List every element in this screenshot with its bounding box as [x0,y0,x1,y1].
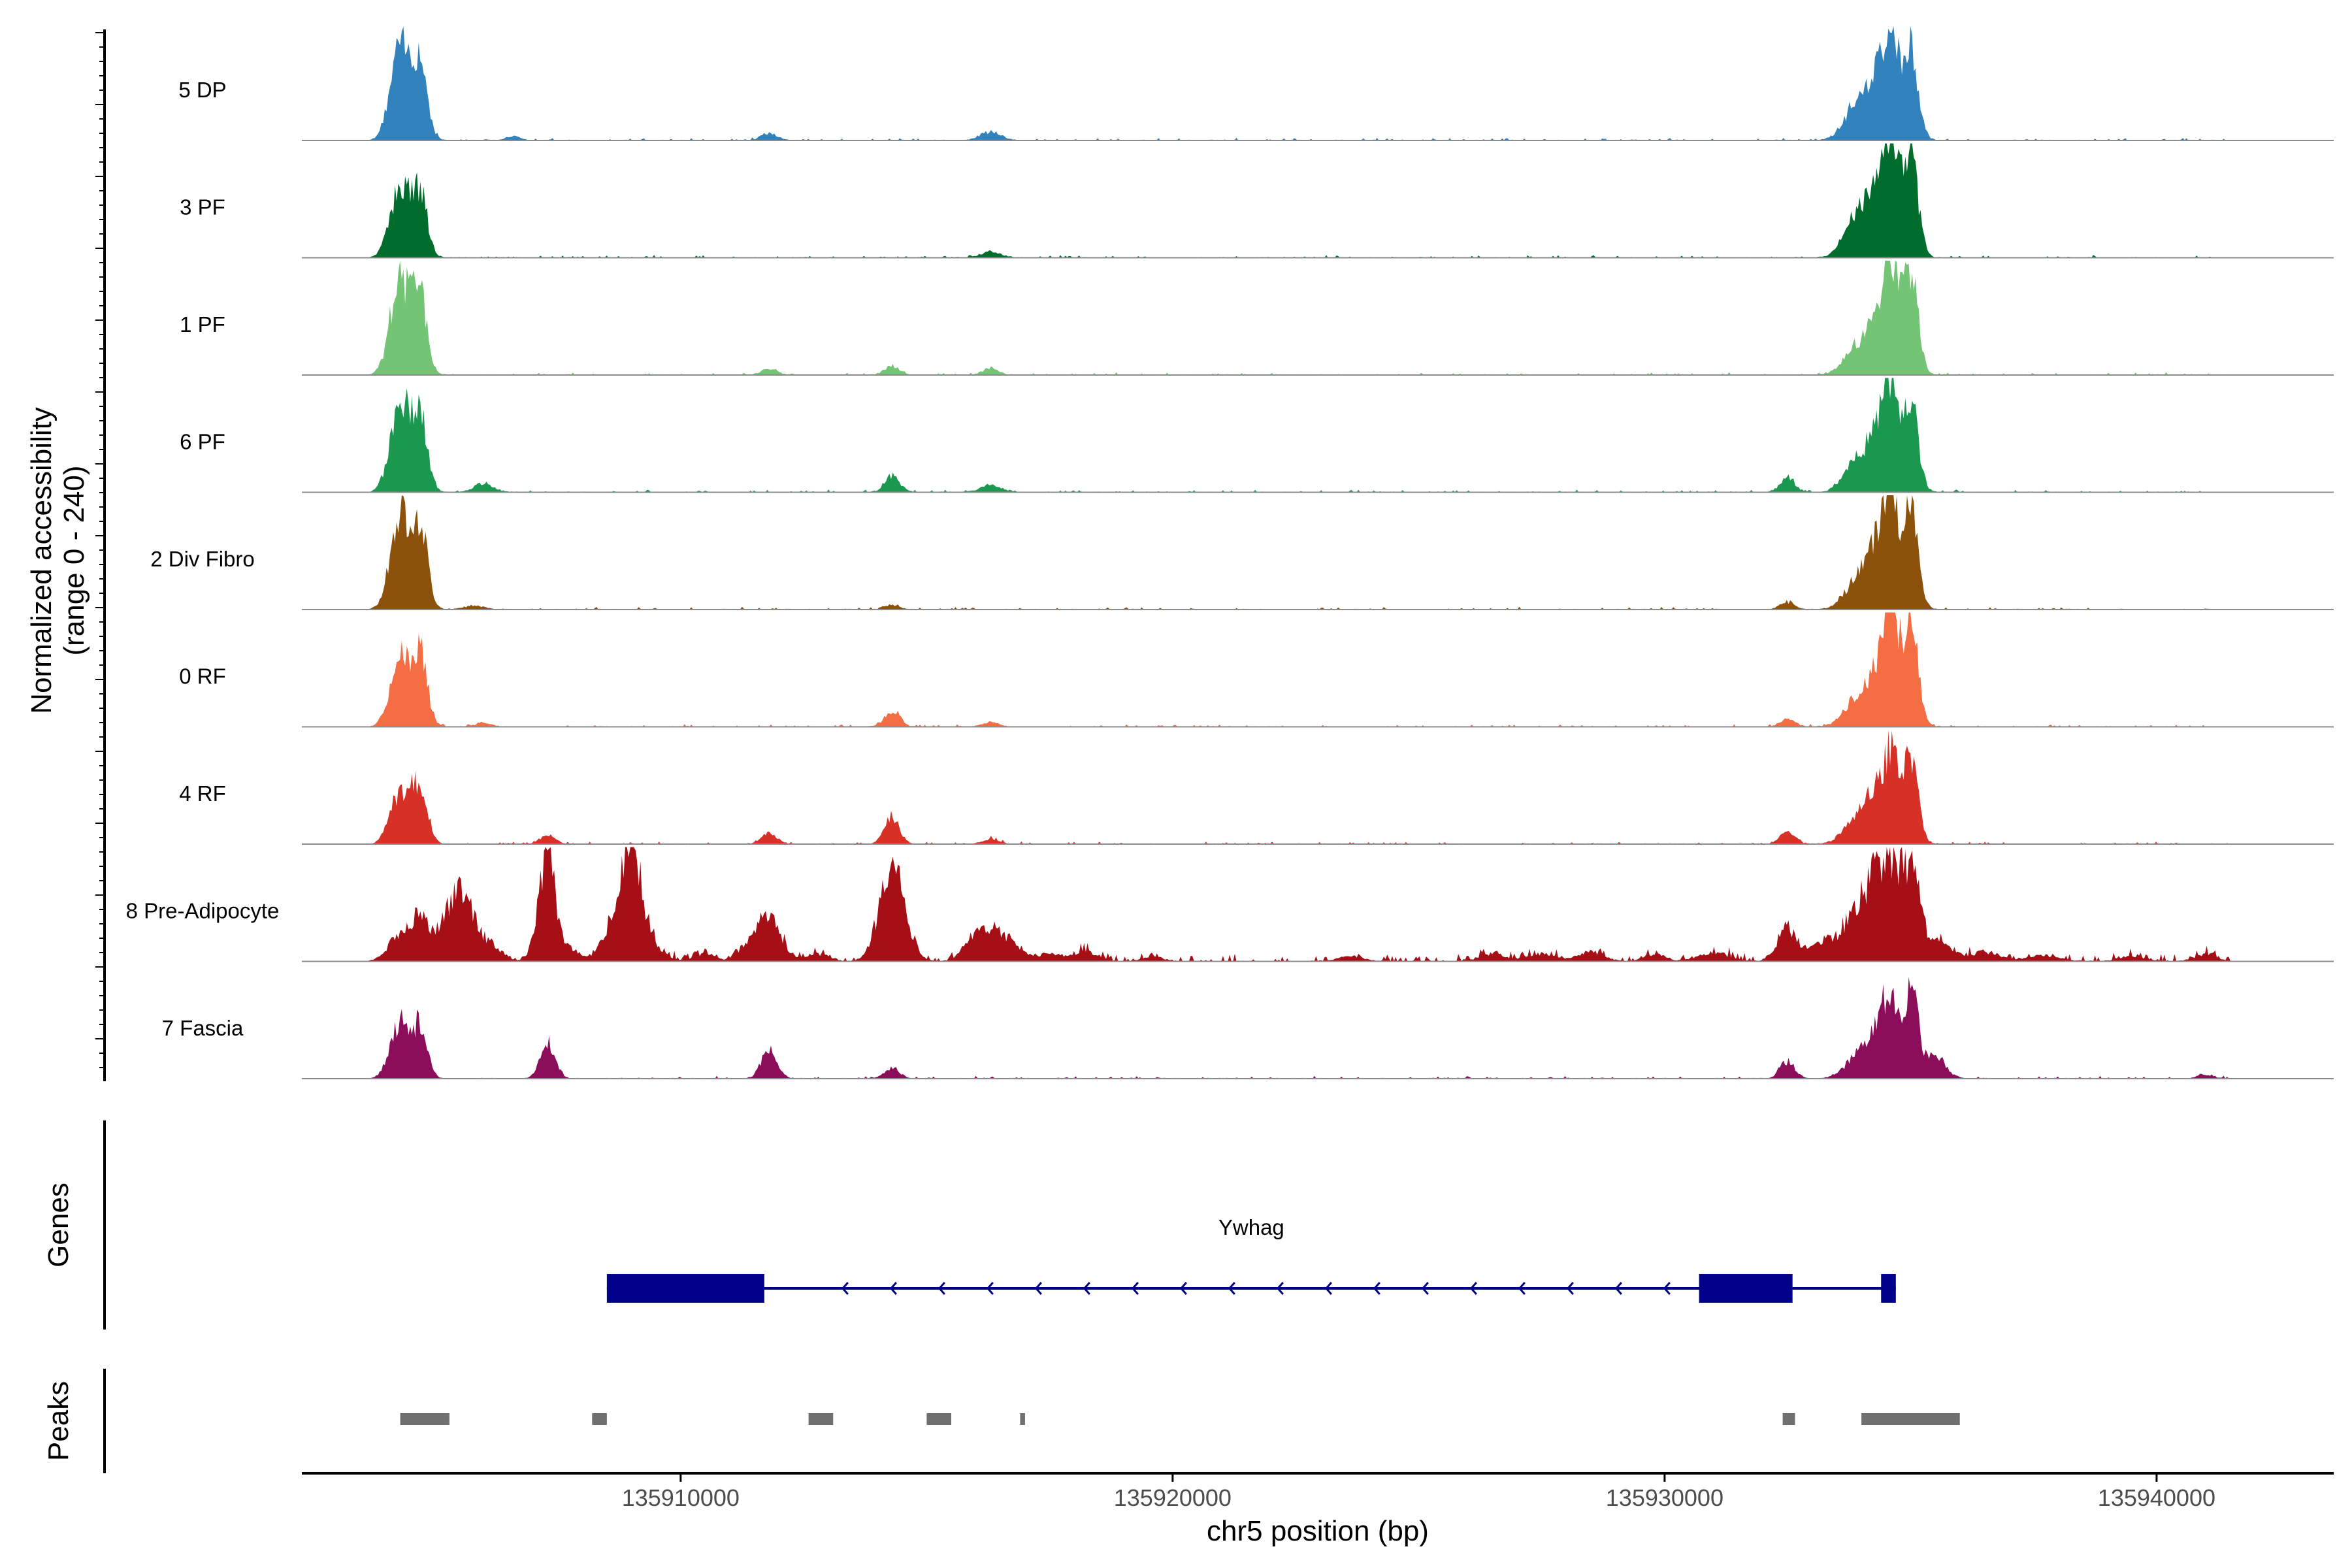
peaks-panel-label: Peaks [42,1381,74,1461]
strand-arrow [1179,1282,1187,1295]
strand-arrow [938,1282,945,1295]
track-4 [302,378,2334,493]
coverage-area [302,612,2334,727]
track-7 [302,730,2334,845]
x-axis-ticks: 135910000 135920000 135930000 135940000 [622,1473,2215,1511]
track-label: 6 PF [180,430,225,454]
coverage-area [302,730,2334,844]
strand-arrow [1518,1282,1526,1295]
coverage-area [302,143,2334,258]
x-tick-label: 135930000 [1606,1484,1723,1511]
gene-exon [606,1274,764,1303]
strand-arrow [1469,1282,1477,1295]
coverage-area [302,847,2334,962]
track-label: 1 PF [180,312,225,336]
strand-arrow [1614,1282,1622,1295]
strand-arrow [986,1282,994,1295]
coverage-y-ticks [95,32,105,1068]
genes-panel-label: Genes [42,1183,74,1267]
gene-exon [1699,1274,1793,1303]
track-label: 5 DP [178,78,226,102]
strand-arrow [1663,1282,1671,1295]
strand-arrow [1324,1282,1332,1295]
gene-name-label: Ywhag [1218,1215,1284,1239]
strand-arrow [1083,1282,1090,1295]
track-label: 8 Pre-Adipocyte [126,899,280,923]
track-6 [302,612,2334,728]
peak-regions [400,1413,1960,1425]
strand-arrow [889,1282,897,1295]
peak-region [592,1413,607,1425]
peak-region [926,1413,951,1425]
track-2 [302,143,2334,259]
x-axis-title: chr5 position (bp) [1207,1515,1429,1547]
strand-arrow [1566,1282,1574,1295]
track-8 [302,847,2334,962]
x-tick-label: 135910000 [622,1484,740,1511]
peak-region [1020,1413,1025,1425]
gene-exon [1881,1274,1896,1303]
peak-region [1782,1413,1795,1425]
track-label: 7 Fascia [162,1016,244,1040]
x-tick-label: 135940000 [2098,1484,2215,1511]
x-tick-label: 135920000 [1114,1484,1232,1511]
coverage-area [302,378,2334,493]
coverage-area [302,495,2334,610]
gene-track [606,1274,1896,1303]
peak-region [1861,1413,1960,1425]
track-3 [302,261,2334,376]
strand-arrow [1131,1282,1139,1295]
y-axis-title-line1: Normalized accessibility [25,407,57,713]
track-label: 4 RF [179,781,226,806]
strand-arrow [841,1282,849,1295]
strand-arrow [1276,1282,1284,1295]
strand-arrow [1421,1282,1429,1295]
strand-arrow [1373,1282,1380,1295]
y-axis-title-line2: (range 0 - 240) [58,465,90,655]
strand-arrow [1228,1282,1235,1295]
track-label: 2 Div Fibro [150,547,255,571]
track-label: 0 RF [179,664,226,689]
track-5 [302,495,2334,610]
track-labels: 5 DP 3 PF 1 PF 6 PF 2 Div Fibro 0 RF 4 RF 8 Pre… [126,78,280,1040]
coverage-tracks [302,26,2334,1079]
strand-arrow [1034,1282,1042,1295]
peak-region [808,1413,834,1425]
track-1 [302,26,2334,141]
coverage-area [302,977,2334,1079]
track-label: 3 PF [180,195,225,220]
peak-region [400,1413,449,1425]
coverage-area [302,26,2334,140]
coverage-area [302,261,2334,375]
track-9 [302,977,2334,1079]
